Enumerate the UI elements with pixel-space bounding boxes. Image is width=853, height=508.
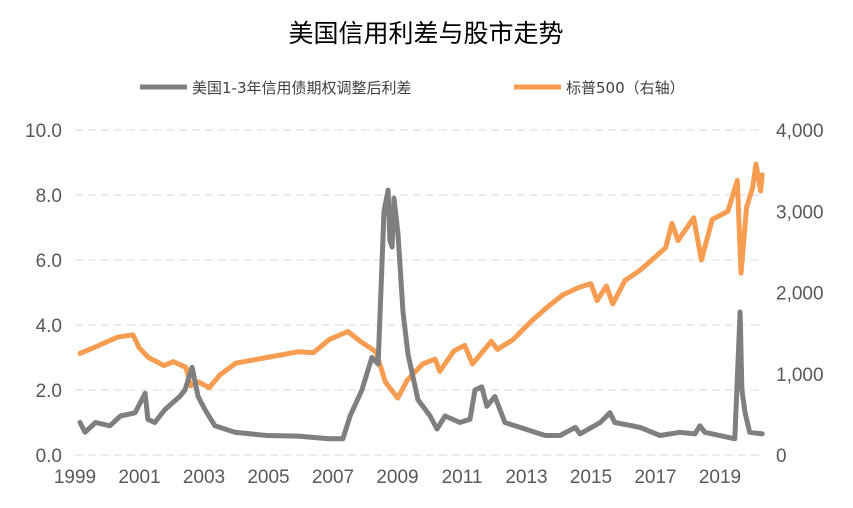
y-left-tick-label: 6.0 (36, 251, 62, 272)
series-line-sp500 (77, 161, 765, 401)
y-right-tick-label: 0 (776, 446, 787, 467)
y-right-tick-label: 1,000 (776, 365, 824, 386)
x-tick-label: 2009 (376, 467, 418, 488)
y-left-tick-label: 10.0 (25, 121, 62, 142)
y-right-tick-label: 2,000 (776, 284, 824, 305)
y-right-tick-label: 3,000 (776, 202, 824, 223)
x-tick-label: 2011 (442, 467, 483, 488)
y-axis-right: 0 1,000 2,000 3,000 4,000 (776, 121, 824, 467)
x-tick-label: 2007 (312, 467, 354, 488)
x-tick-label: 2019 (699, 467, 741, 488)
gridlines (75, 129, 762, 456)
legend-label-sp500: 标普500（右轴） (566, 79, 685, 97)
x-tick-label: 2001 (118, 467, 160, 488)
x-tick-label: 2003 (183, 467, 225, 488)
y-right-tick-label: 4,000 (776, 121, 824, 142)
legend: 美国1-3年信用债期权调整后利差 标普500（右轴） (140, 79, 685, 97)
x-tick-label: 2017 (634, 467, 676, 488)
y-left-tick-label: 0.0 (36, 446, 62, 467)
series-line-credit-spread (77, 187, 765, 442)
y-left-tick-label: 8.0 (36, 186, 62, 207)
x-tick-label: 2013 (505, 467, 547, 488)
series-lines (77, 161, 765, 442)
chart-title: 美国信用利差与股市走势 (288, 19, 563, 48)
x-tick-label: 1999 (54, 467, 96, 488)
y-left-tick-label: 4.0 (36, 316, 62, 337)
y-left-tick-label: 2.0 (36, 381, 62, 402)
x-tick-label: 2015 (570, 467, 612, 488)
x-axis: 1999 2001 2003 2005 2007 2009 2011 2013 2015 2017… (54, 467, 741, 488)
y-axis-left: 0.0 2.0 4.0 6.0 8.0 10.0 (25, 121, 62, 467)
legend-label-spread: 美国1-3年信用债期权调整后利差 (192, 79, 412, 97)
x-tick-label: 2005 (247, 467, 289, 488)
